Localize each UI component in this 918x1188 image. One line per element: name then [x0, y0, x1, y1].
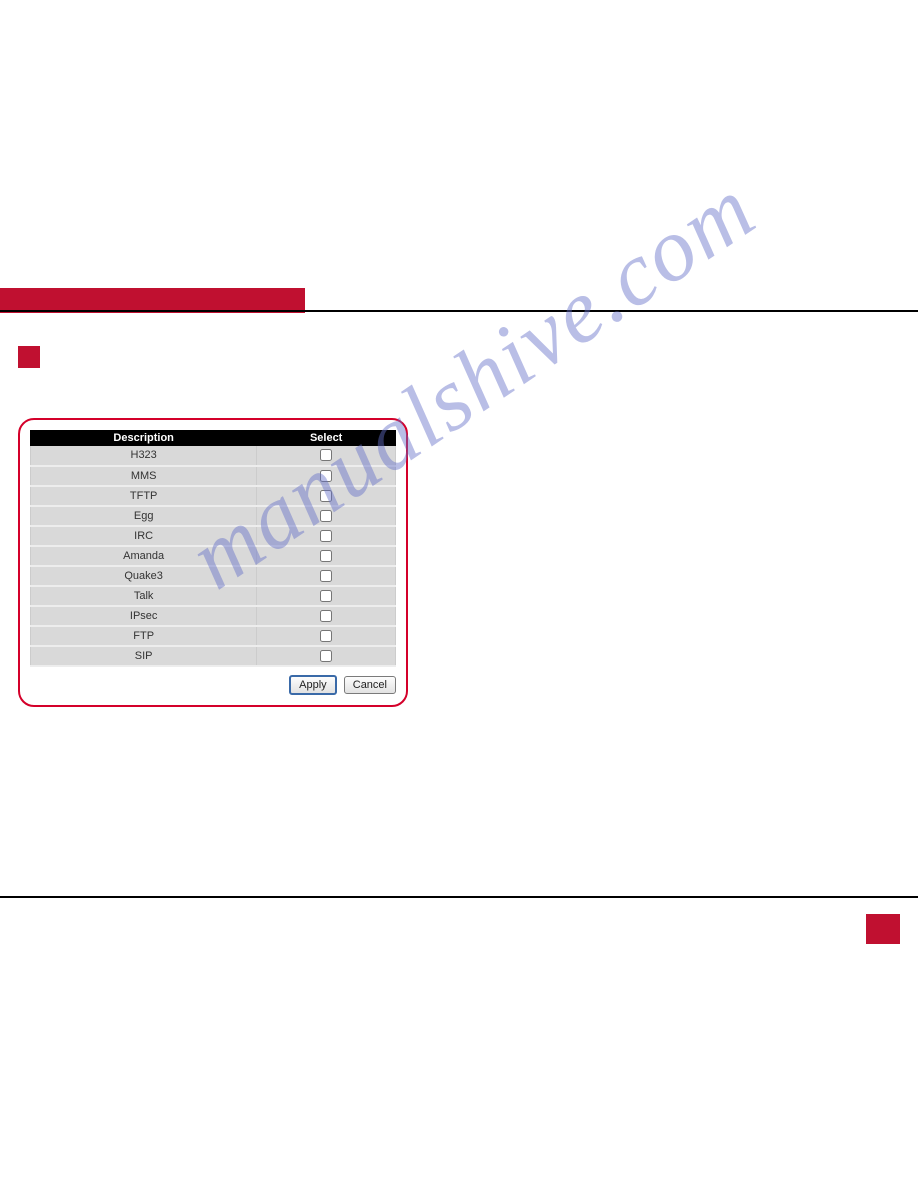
row-description: IRC [31, 526, 257, 546]
row-description: Talk [31, 586, 257, 606]
row-description: FTP [31, 626, 257, 646]
select-checkbox[interactable] [320, 490, 332, 502]
table-header-row: Description Select [31, 431, 396, 446]
row-select-cell [257, 446, 396, 466]
alg-table: Description Select H323MMSTFTPEggIRCAman… [30, 430, 396, 667]
alg-panel: Description Select H323MMSTFTPEggIRCAman… [18, 418, 408, 707]
row-select-cell [257, 606, 396, 626]
table-row: MMS [31, 466, 396, 486]
table-row: H323 [31, 446, 396, 466]
row-select-cell [257, 506, 396, 526]
row-select-cell [257, 486, 396, 506]
select-checkbox[interactable] [320, 530, 332, 542]
row-select-cell [257, 546, 396, 566]
select-checkbox[interactable] [320, 570, 332, 582]
table-row: IRC [31, 526, 396, 546]
row-description: Amanda [31, 546, 257, 566]
divider-bottom [0, 896, 918, 898]
select-checkbox[interactable] [320, 470, 332, 482]
row-select-cell [257, 626, 396, 646]
row-description: MMS [31, 466, 257, 486]
table-row: Talk [31, 586, 396, 606]
row-select-cell [257, 586, 396, 606]
table-row: Quake3 [31, 566, 396, 586]
table-row: Egg [31, 506, 396, 526]
table-row: FTP [31, 626, 396, 646]
row-description: H323 [31, 446, 257, 466]
table-row: SIP [31, 646, 396, 666]
select-checkbox[interactable] [320, 610, 332, 622]
row-description: IPsec [31, 606, 257, 626]
select-checkbox[interactable] [320, 650, 332, 662]
select-checkbox[interactable] [320, 550, 332, 562]
brand-square-bottom [866, 914, 900, 944]
row-description: TFTP [31, 486, 257, 506]
select-checkbox[interactable] [320, 510, 332, 522]
brand-square-top [18, 346, 40, 368]
select-checkbox[interactable] [320, 630, 332, 642]
row-select-cell [257, 466, 396, 486]
apply-button[interactable]: Apply [289, 675, 337, 695]
select-checkbox[interactable] [320, 449, 332, 461]
col-description: Description [31, 431, 257, 446]
table-row: IPsec [31, 606, 396, 626]
cancel-button[interactable]: Cancel [344, 676, 396, 694]
row-select-cell [257, 526, 396, 546]
row-select-cell [257, 566, 396, 586]
row-description: SIP [31, 646, 257, 666]
divider-top [0, 310, 918, 312]
col-select: Select [257, 431, 396, 446]
table-row: Amanda [31, 546, 396, 566]
row-description: Quake3 [31, 566, 257, 586]
select-checkbox[interactable] [320, 590, 332, 602]
button-row: Apply Cancel [30, 675, 396, 695]
table-row: TFTP [31, 486, 396, 506]
row-description: Egg [31, 506, 257, 526]
row-select-cell [257, 646, 396, 666]
